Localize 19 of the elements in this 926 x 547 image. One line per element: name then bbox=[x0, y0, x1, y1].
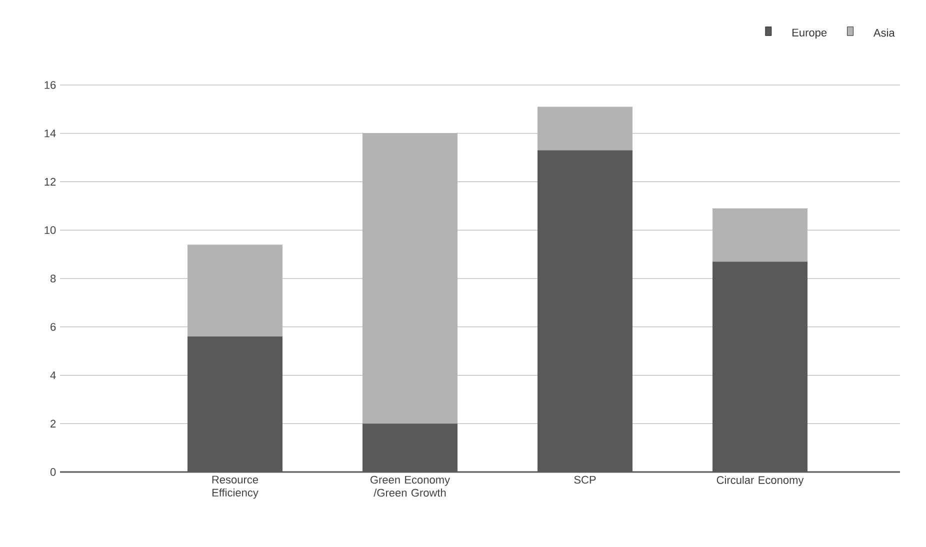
x-tick-label: Green Economy /Green Growth bbox=[370, 476, 450, 497]
y-tick-label: 14 bbox=[44, 130, 56, 138]
legend-label: Asia bbox=[873, 28, 895, 37]
y-tick-label: 2 bbox=[50, 420, 56, 428]
y-tick-label: 6 bbox=[50, 322, 56, 331]
y-tick-label: 0 bbox=[50, 468, 56, 476]
bar bbox=[362, 133, 458, 424]
bar bbox=[188, 244, 283, 337]
x-tick-label: Circular Economy bbox=[716, 476, 804, 486]
y-tick-label: 12 bbox=[44, 178, 56, 186]
y-tick-label: 16 bbox=[44, 81, 56, 89]
y-tick-label: 8 bbox=[50, 274, 56, 282]
y-tick-label: 4 bbox=[50, 371, 56, 380]
x-tick-label: SCP bbox=[574, 476, 596, 484]
x-tick-label: Resource Efficiency bbox=[212, 476, 258, 499]
bar bbox=[712, 208, 808, 262]
bar bbox=[538, 106, 633, 150]
y-tick-label: 10 bbox=[44, 226, 56, 234]
legend-label: Europe bbox=[792, 28, 827, 39]
